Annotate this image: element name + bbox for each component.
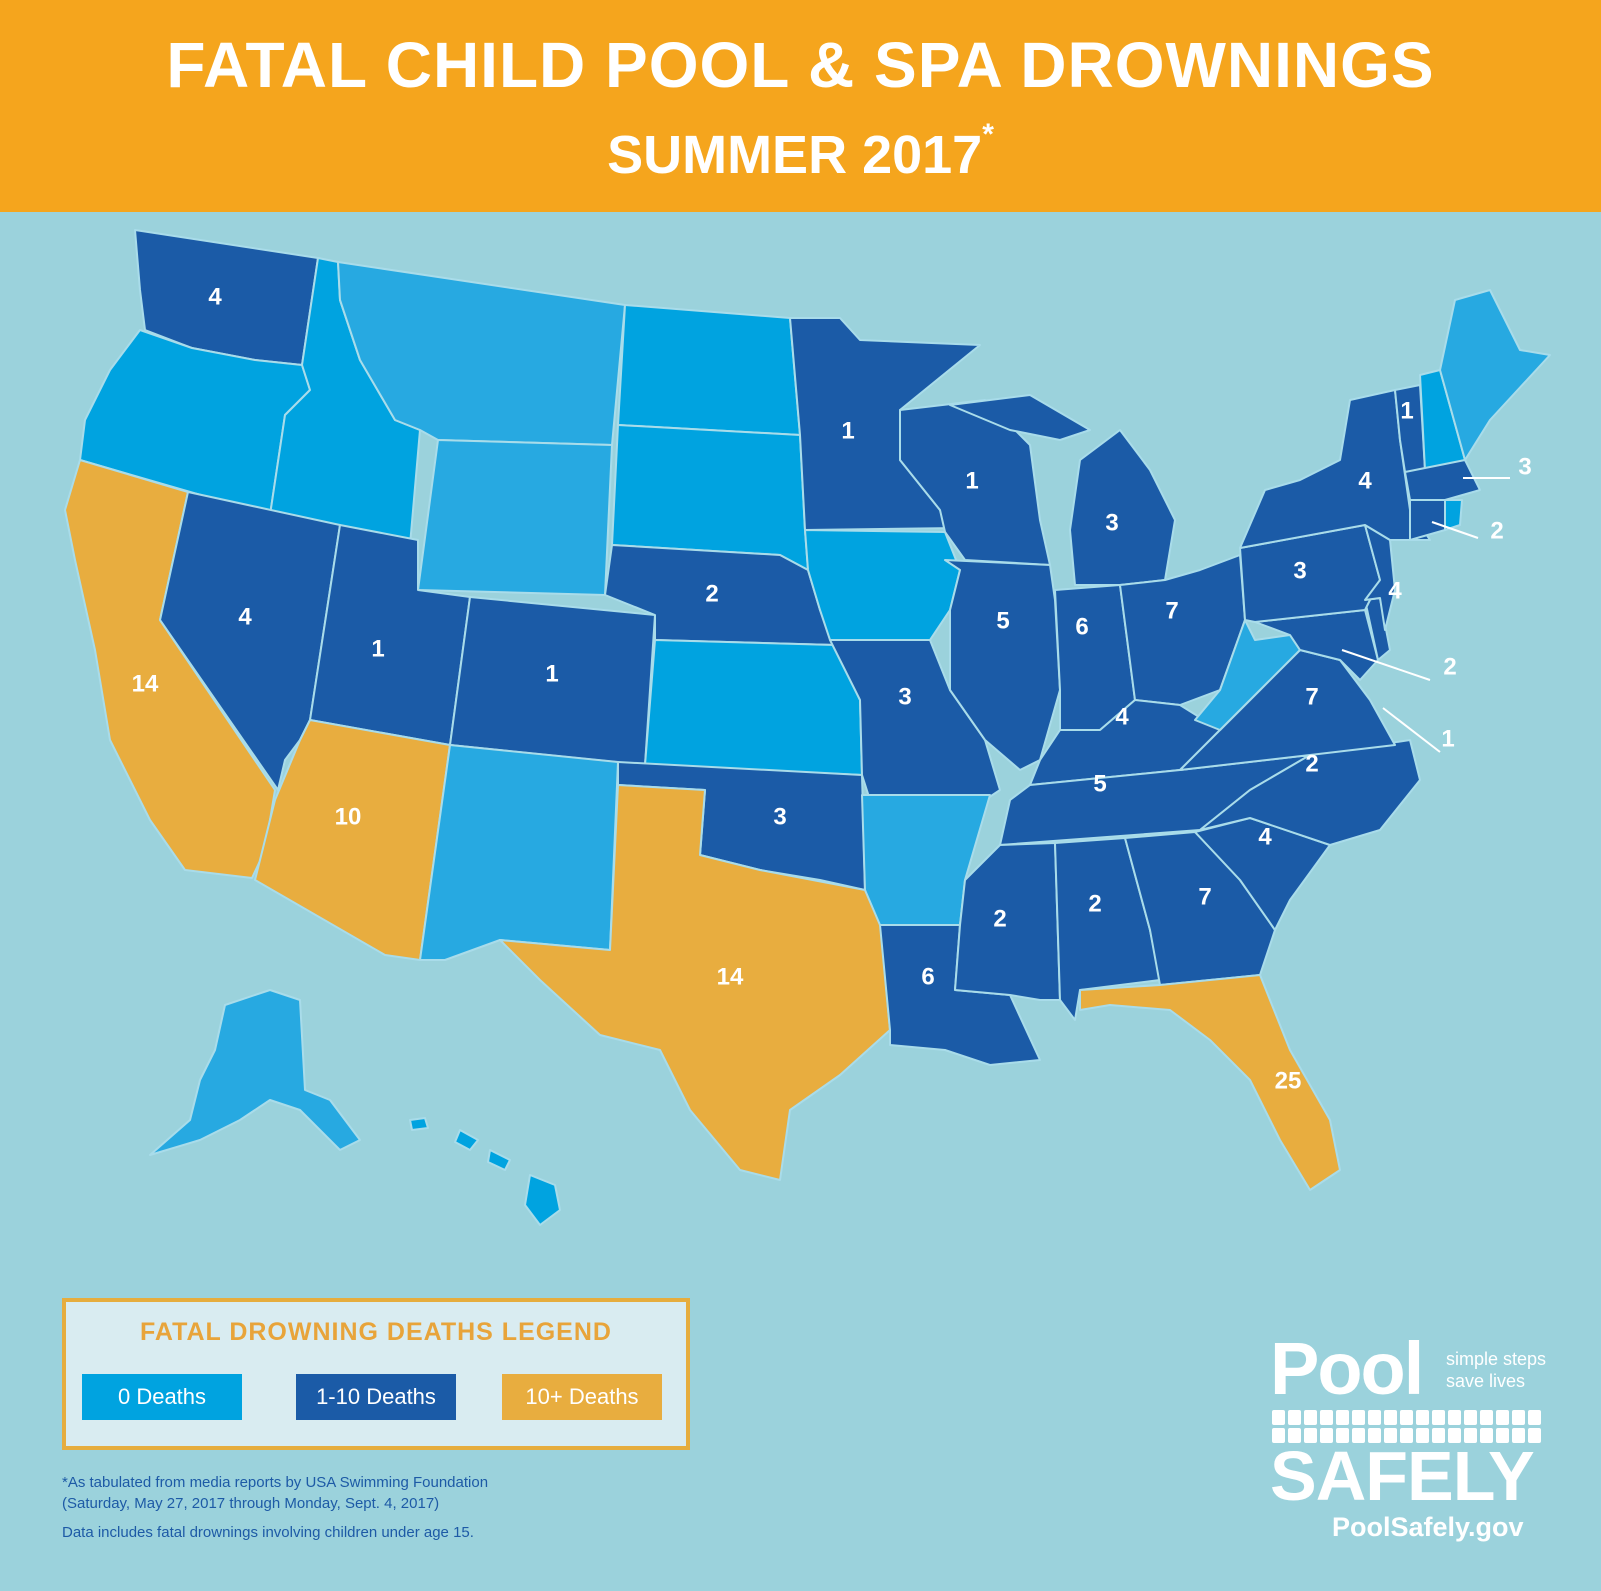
state-label-NC: 2: [1305, 750, 1318, 777]
state-label-UT: 1: [371, 635, 384, 662]
us-map: 4 14 4 1 10 1 2 3 14 1 3 6 1 5 3 6 7 4 5 2 2 7 25 4 2 7 2 1 3 4 4 2 3 1: [64, 229, 1551, 1226]
subtitle-asterisk: *: [982, 118, 994, 151]
state-NM[interactable]: [419, 744, 619, 961]
state-label-WI: 1: [965, 467, 978, 494]
subtitle-text: SUMMER 2017: [607, 125, 983, 185]
state-label-MN: 1: [841, 417, 854, 444]
logo-tagline: simple steps save lives: [1446, 1348, 1546, 1392]
state-MO[interactable]: [829, 639, 1001, 801]
header-banner: FATAL CHILD POOL & SPA DROWNINGS SUMMER …: [0, 0, 1601, 212]
logo-grid-icon: [1272, 1410, 1541, 1443]
legend-swatch-high: 10+ Deaths: [502, 1374, 662, 1420]
state-HI[interactable]: [409, 1117, 561, 1226]
state-NC[interactable]: [1199, 739, 1421, 846]
state-label-CO: 1: [545, 660, 558, 687]
legend-swatch-low: 1-10 Deaths: [296, 1374, 456, 1420]
state-label-MA: 3: [1518, 453, 1531, 480]
footnote-line-3: Data includes fatal drownings involving …: [62, 1524, 474, 1541]
state-MD[interactable]: [1254, 609, 1379, 681]
legend-box: FATAL DROWNING DEATHS LEGEND 0 Deaths 1-…: [62, 1298, 690, 1450]
state-label-NY: 4: [1358, 467, 1372, 494]
state-label-CA: 14: [132, 670, 159, 697]
state-MT[interactable]: [337, 261, 626, 446]
state-label-WA: 4: [208, 283, 222, 310]
state-WY[interactable]: [417, 439, 613, 596]
legend-title: FATAL DROWNING DEATHS LEGEND: [140, 1318, 612, 1346]
state-label-IL: 5: [996, 607, 1009, 634]
page-title: FATAL CHILD POOL & SPA DROWNINGS: [166, 29, 1435, 101]
logo-tagline-2: save lives: [1446, 1371, 1526, 1391]
state-label-NJ: 4: [1388, 577, 1402, 604]
state-AK[interactable]: [149, 989, 361, 1156]
state-label-FL: 25: [1275, 1067, 1302, 1094]
state-label-LA: 6: [921, 963, 934, 990]
state-label-AL: 2: [1088, 890, 1101, 917]
state-ME[interactable]: [1439, 289, 1551, 461]
state-label-AZ: 10: [335, 803, 362, 830]
state-KS[interactable]: [644, 639, 863, 776]
state-CT[interactable]: [1409, 499, 1446, 541]
page-subtitle: SUMMER 2017*: [0, 118, 1601, 186]
state-label-VA: 7: [1305, 683, 1318, 710]
logo-word-pool: Pool: [1270, 1327, 1424, 1410]
state-label-MD: 2: [1443, 653, 1456, 680]
state-NJ[interactable]: [1364, 524, 1396, 631]
state-label-IN: 6: [1075, 613, 1088, 640]
state-label-NV: 4: [238, 603, 252, 630]
logo-url: PoolSafely.gov: [1332, 1512, 1524, 1542]
logo-word-safely: SAFELY: [1270, 1437, 1535, 1515]
state-MA[interactable]: [1404, 459, 1481, 501]
state-label-NE: 2: [705, 580, 718, 607]
state-IA[interactable]: [804, 529, 961, 641]
state-label-DE: 1: [1441, 725, 1454, 752]
state-label-KY: 4: [1115, 703, 1129, 730]
state-IL[interactable]: [944, 559, 1061, 771]
state-TX[interactable]: [499, 784, 891, 1181]
state-FL[interactable]: [1079, 974, 1341, 1191]
state-RI[interactable]: [1444, 499, 1463, 531]
state-label-TX: 14: [717, 963, 744, 990]
state-label-GA: 7: [1198, 883, 1211, 910]
state-label-OK: 3: [773, 803, 786, 830]
state-label-MI: 3: [1105, 509, 1118, 536]
state-label-PA: 3: [1293, 557, 1306, 584]
state-label-VT: 1: [1400, 397, 1413, 424]
legend-swatch-zero: 0 Deaths: [82, 1374, 242, 1420]
footnote-line-2: (Saturday, May 27, 2017 through Monday, …: [62, 1495, 440, 1512]
logo-tagline-1: simple steps: [1446, 1349, 1547, 1369]
state-label-MS: 2: [993, 905, 1006, 932]
footnote: *As tabulated from media reports by USA …: [62, 1472, 762, 1543]
state-label-CT: 2: [1490, 517, 1503, 544]
state-label-OH: 7: [1165, 597, 1178, 624]
state-label-SC: 4: [1258, 823, 1272, 850]
state-label-MO: 3: [898, 683, 911, 710]
callout-lines: [1341, 477, 1510, 753]
pool-safely-logo: Pool simple steps save lives SAFELY Pool…: [1270, 1327, 1560, 1552]
state-label-TN: 5: [1093, 770, 1106, 797]
state-ND[interactable]: [617, 304, 801, 436]
footnote-line-1: *As tabulated from media reports by USA …: [62, 1474, 489, 1491]
state-MS[interactable]: [954, 842, 1061, 1001]
